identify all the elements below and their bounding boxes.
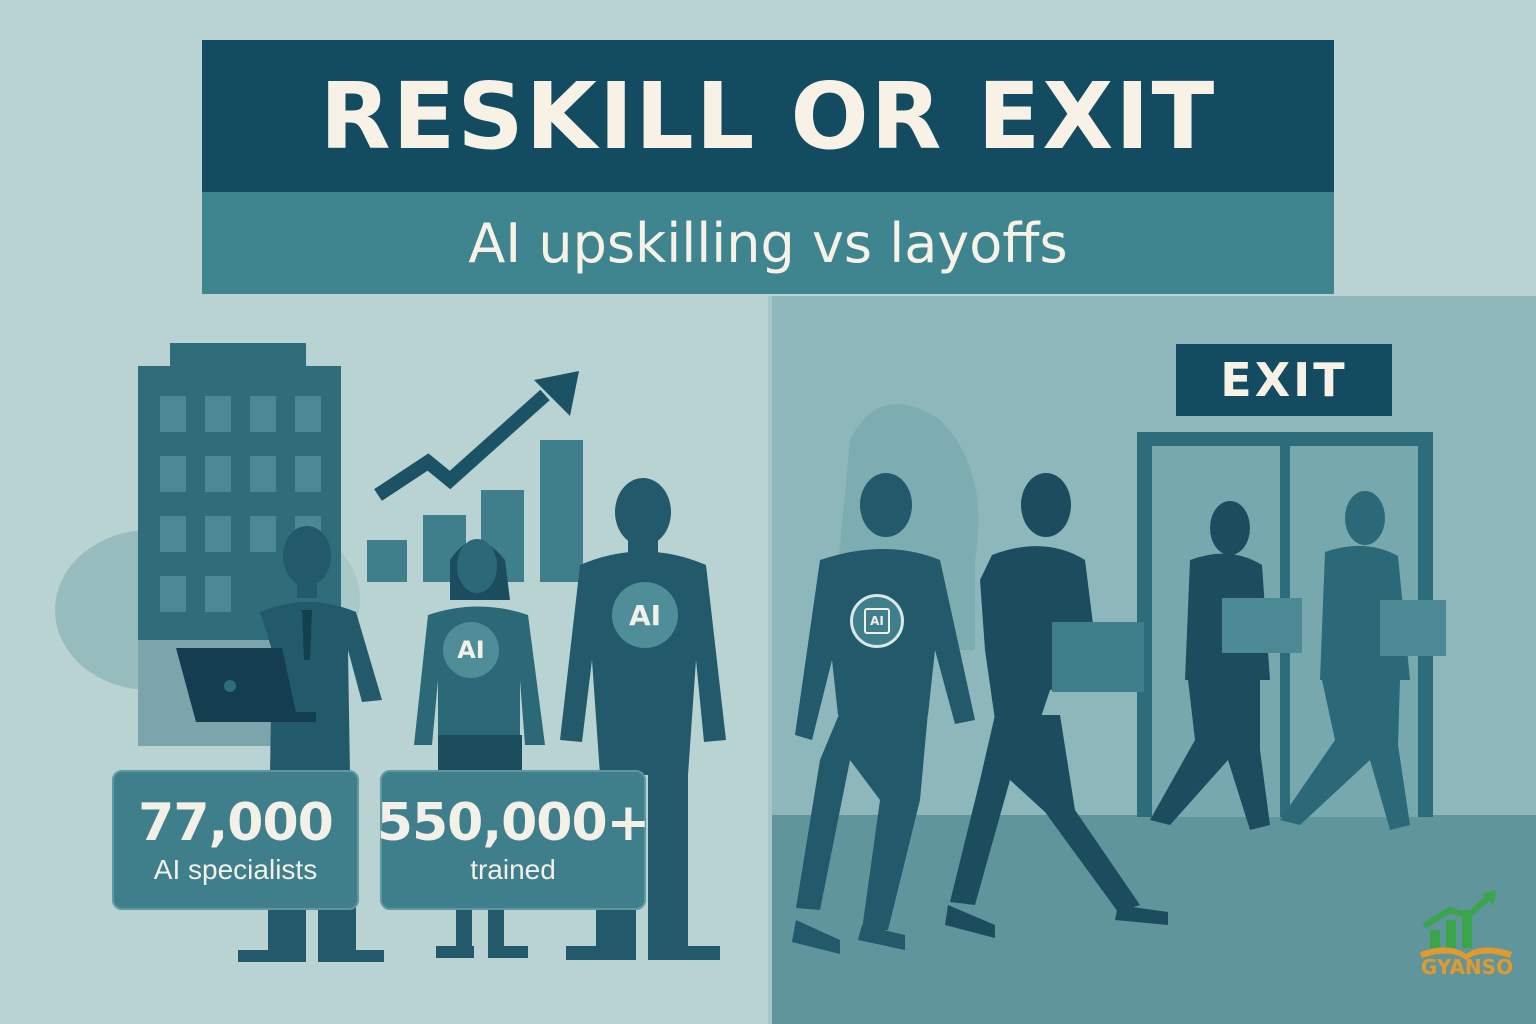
employee-exiting-right	[1280, 491, 1446, 830]
page-subtitle: AI upskilling vs layoffs	[468, 211, 1068, 275]
page-title: RESKILL OR EXIT	[319, 62, 1217, 170]
gyanso-logo-icon	[1420, 890, 1512, 960]
logo-wordmark: GYANSO	[1420, 955, 1514, 979]
stat-value: 550,000+	[376, 793, 650, 853]
ai-badge-label: AI	[457, 636, 485, 664]
stat-label: AI specialists	[153, 854, 318, 885]
employee-exiting-left	[1150, 501, 1302, 830]
ai-chip-icon: AI	[850, 594, 904, 648]
ai-shirt-badge: AI	[443, 622, 499, 678]
stat-card-specialists: 77,000 AI specialists	[112, 770, 359, 910]
subtitle-banner: AI upskilling vs layoffs	[202, 192, 1334, 294]
growth-chart-graphic	[367, 371, 583, 582]
stat-value: 77,000	[138, 793, 334, 853]
ai-badge-label: AI	[628, 598, 662, 632]
stat-label: trained	[470, 854, 556, 885]
ai-chip-label: AI	[870, 614, 884, 628]
title-banner: RESKILL OR EXIT	[202, 40, 1334, 192]
exit-sign-label: EXIT	[1220, 353, 1348, 407]
employee-walking-ai-shirt	[792, 473, 975, 954]
ai-shirt-badge: AI	[612, 582, 678, 648]
stat-card-trained: 550,000+ trained	[376, 770, 650, 910]
employee-carrying-box	[945, 473, 1168, 938]
exit-sign: EXIT	[1176, 344, 1392, 416]
